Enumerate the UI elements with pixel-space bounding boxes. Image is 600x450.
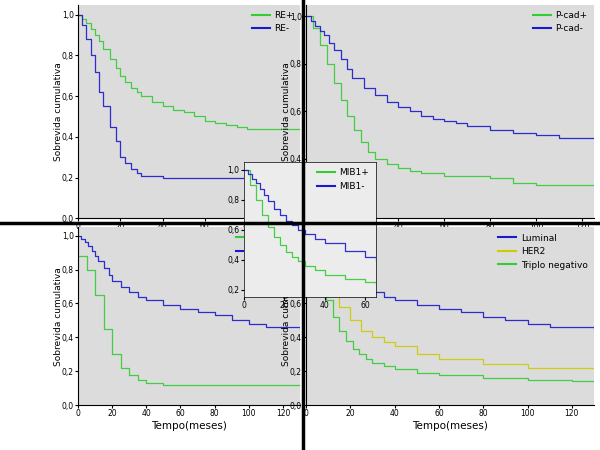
X-axis label: Tempo(meses): Tempo(meses) <box>412 234 488 244</box>
Y-axis label: Sobrevida cumulativa: Sobrevida cumulativa <box>55 267 64 365</box>
Y-axis label: Sobrevida cumulativa: Sobrevida cumulativa <box>283 62 292 161</box>
X-axis label: Tempo(meses): Tempo(meses) <box>151 421 227 431</box>
Y-axis label: Sobrevida cumulativa: Sobrevida cumulativa <box>283 267 292 365</box>
Legend: RE+, RE-: RE+, RE- <box>250 9 295 35</box>
Y-axis label: Sobrevida cumulativa: Sobrevida cumulativa <box>55 62 64 161</box>
Legend: P-cad+, P-cad-: P-cad+, P-cad- <box>531 9 589 35</box>
Legend: OPN-E+, OPN-E-: OPN-E+, OPN-E- <box>234 232 295 258</box>
X-axis label: Tempo(meses): Tempo(meses) <box>151 234 227 244</box>
X-axis label: Tempo(meses): Tempo(meses) <box>412 421 488 431</box>
Legend: Luminal, HER2, Triplo negativo: Luminal, HER2, Triplo negativo <box>496 232 589 271</box>
Legend: MIB1+, MIB1-: MIB1+, MIB1- <box>315 166 371 193</box>
